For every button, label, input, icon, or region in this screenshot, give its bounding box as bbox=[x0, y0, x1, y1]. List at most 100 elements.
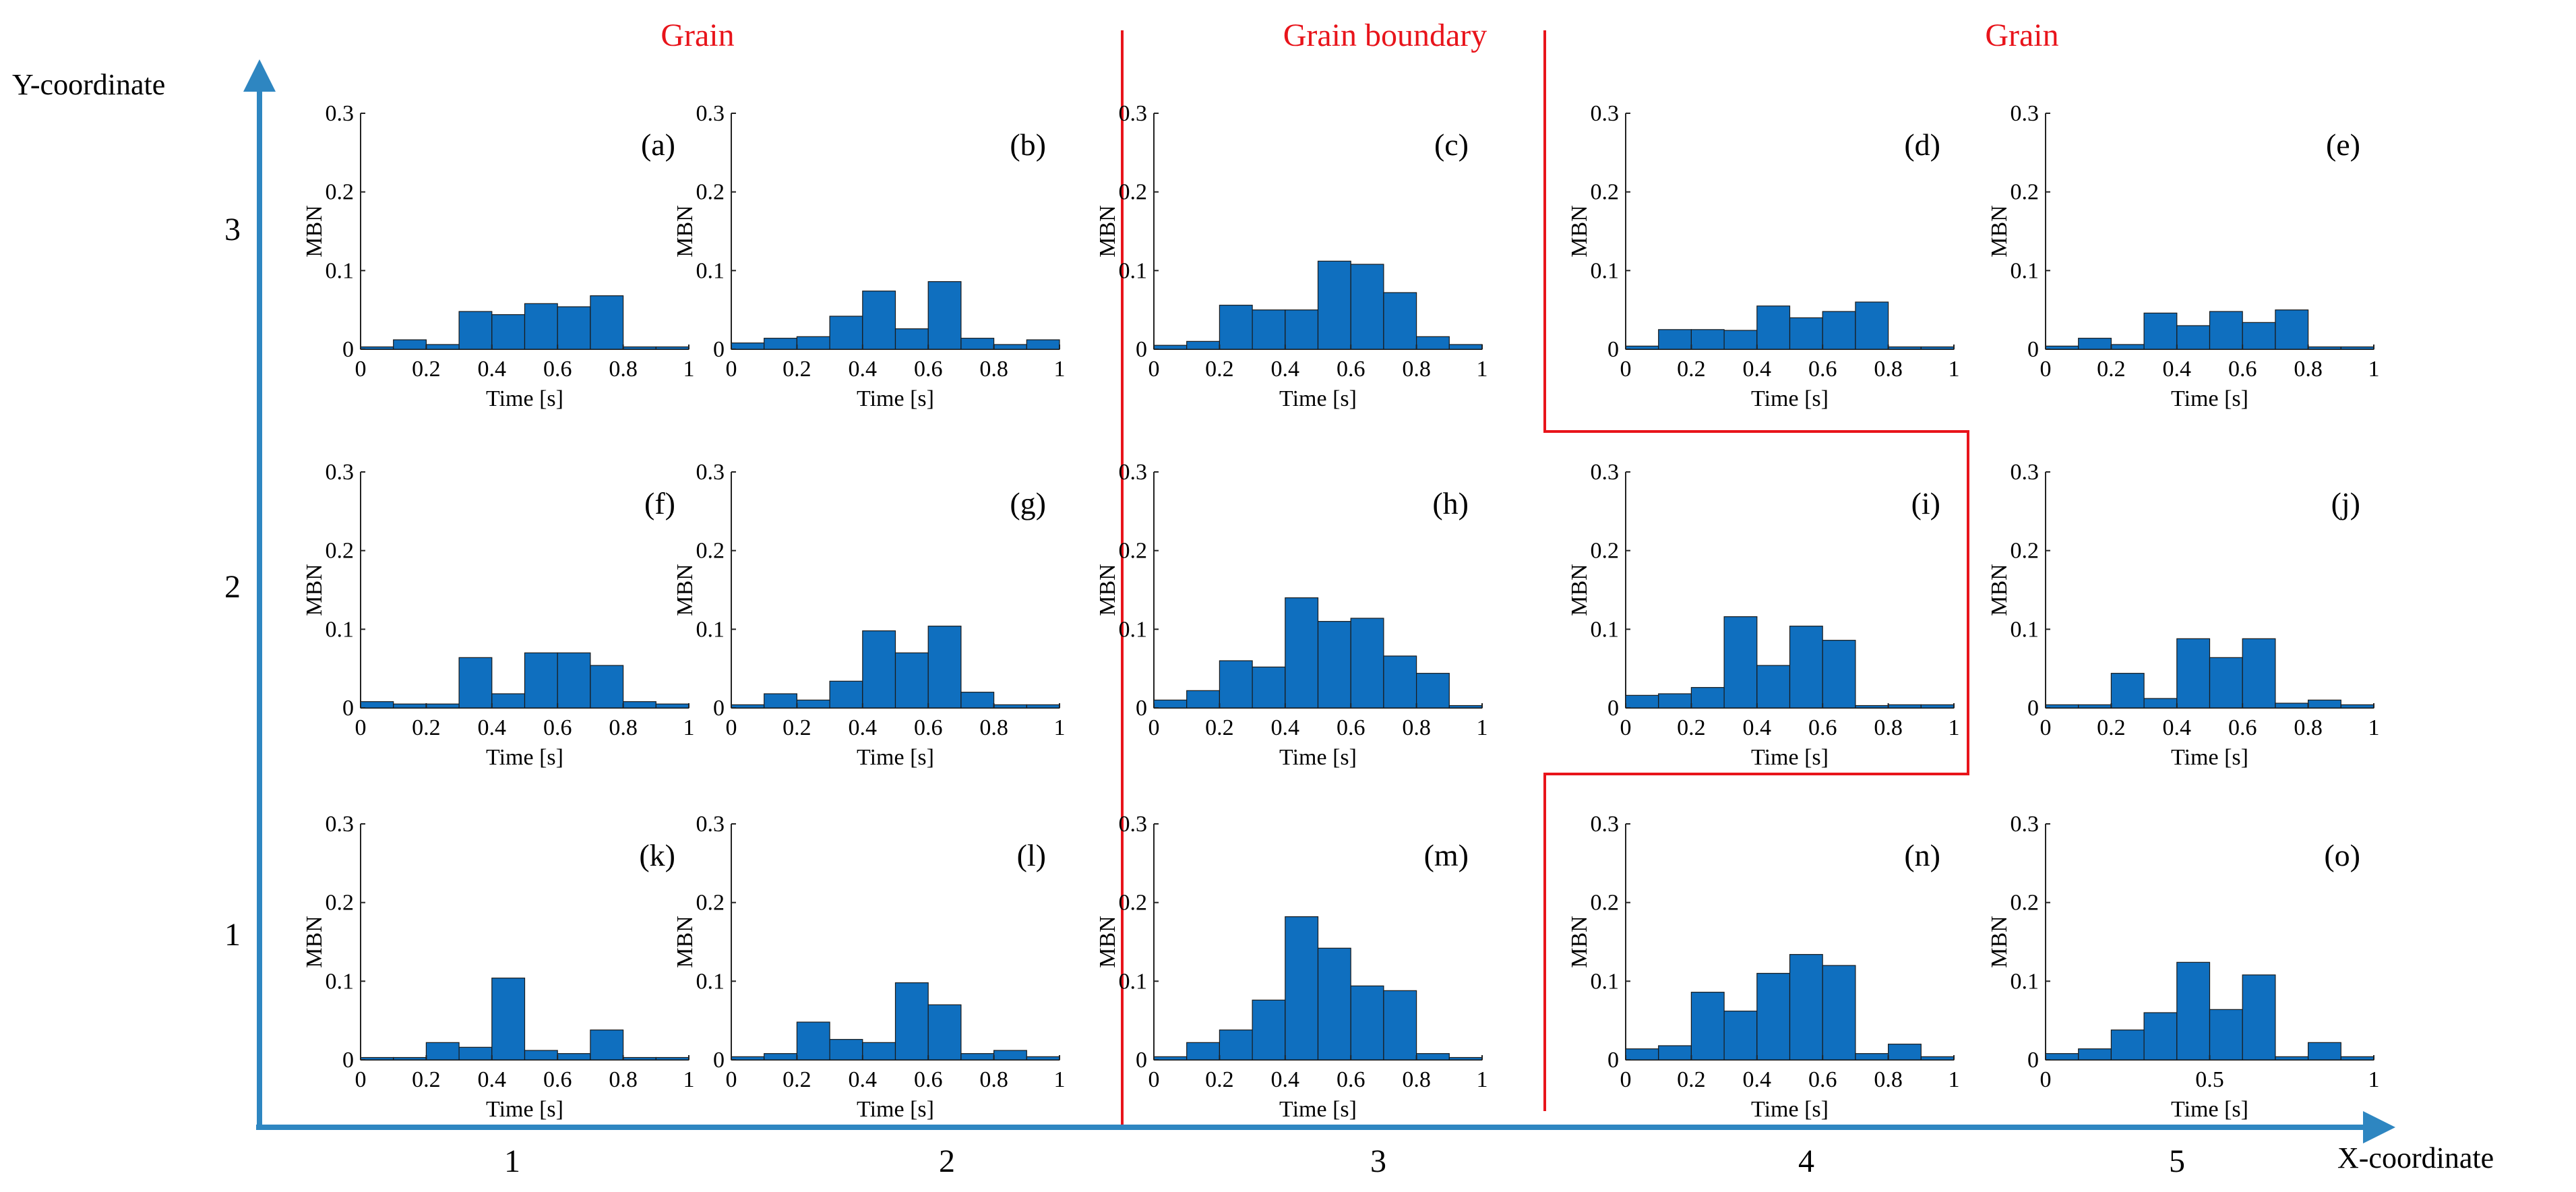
x-tick-label: 0.4 bbox=[2163, 715, 2192, 740]
x-tick-label: 0.6 bbox=[914, 1067, 943, 1092]
grain-boundary-outline bbox=[1543, 30, 1969, 1111]
histogram-bar bbox=[1317, 260, 1351, 350]
histogram-bar bbox=[1026, 339, 1060, 350]
x-tick-label: 0.8 bbox=[979, 1067, 1008, 1092]
x-tick-label: 0.4 bbox=[478, 357, 507, 382]
y-tick-label: 0 bbox=[1607, 1048, 1619, 1073]
y-tick-label: 0.2 bbox=[1119, 539, 1148, 564]
y-tick-label: 0 bbox=[1136, 1048, 1147, 1073]
y-tick-label: 0.1 bbox=[696, 258, 725, 283]
y-tick-label: 0 bbox=[1136, 696, 1147, 721]
histogram-bar bbox=[796, 336, 830, 350]
histogram-bar bbox=[1625, 1048, 1659, 1061]
y-tick-label: 0.2 bbox=[326, 891, 355, 916]
panel-label: (h) bbox=[1432, 486, 1469, 520]
x-tick-label: 1 bbox=[2368, 1067, 2380, 1092]
header-grain-left: Grain bbox=[661, 18, 734, 53]
histogram-bar bbox=[993, 1050, 1027, 1061]
x-tick-label: 0.4 bbox=[1743, 357, 1772, 382]
histogram-bar bbox=[1920, 1056, 1955, 1061]
histogram-bar bbox=[1888, 1044, 1922, 1061]
row-label-2: 2 bbox=[224, 569, 241, 605]
panel-j: 0 0.1 0.2 0.3 0 0.2 0.4 0.6 0.8 1 Time [s] MBN (j) bbox=[1987, 460, 2380, 770]
histogram-bar bbox=[491, 314, 526, 350]
y-tick-label: 0.3 bbox=[696, 460, 725, 485]
histogram-bar bbox=[590, 295, 624, 350]
histogram-bar bbox=[2308, 699, 2341, 709]
histogram-bar bbox=[796, 699, 830, 709]
panel-label: (g) bbox=[1010, 486, 1046, 520]
histogram-bar bbox=[731, 342, 765, 350]
histogram-bar bbox=[1416, 673, 1450, 709]
col-label-4: 4 bbox=[1798, 1143, 1814, 1179]
histogram-bar bbox=[2340, 704, 2374, 709]
x-tick-label: 0.2 bbox=[783, 715, 811, 740]
x-tick-label: 0.6 bbox=[2228, 357, 2257, 382]
histogram-bar bbox=[1252, 999, 1286, 1061]
histogram-bar bbox=[2045, 345, 2079, 350]
x-tick-label: 1 bbox=[1477, 715, 1488, 740]
histogram-bar bbox=[1723, 1011, 1758, 1061]
histogram-bar bbox=[829, 1039, 863, 1061]
x-tick-label: 0 bbox=[2040, 715, 2052, 740]
y-axis-label: MBN bbox=[302, 916, 327, 967]
y-axis-label: MBN bbox=[1095, 564, 1120, 616]
histogram-bar bbox=[1789, 626, 1823, 709]
y-tick-label: 0.2 bbox=[696, 539, 725, 564]
histogram-bar bbox=[1416, 336, 1450, 350]
y-tick-label: 0.2 bbox=[1591, 180, 1620, 205]
y-axis-label: MBN bbox=[1987, 916, 2012, 967]
x-tick-label: 0.2 bbox=[1677, 1067, 1706, 1092]
histogram-bar bbox=[2078, 338, 2112, 350]
x-tick-label: 0.2 bbox=[783, 357, 811, 382]
col-label-5: 5 bbox=[2169, 1143, 2185, 1179]
y-axis-label: MBN bbox=[1567, 916, 1592, 967]
y-tick-label: 0.2 bbox=[1591, 539, 1620, 564]
x-tick-label: 0 bbox=[726, 1067, 737, 1092]
panel-label: (a) bbox=[641, 127, 675, 162]
panel-c: 0 0.1 0.2 0.3 0 0.2 0.4 0.6 0.8 1 Time [s] MBN (c) bbox=[1095, 101, 1488, 411]
x-axis-label: Time [s] bbox=[1279, 745, 1357, 770]
histogram-bar bbox=[1756, 305, 1791, 350]
histogram-bar bbox=[1888, 346, 1922, 350]
y-tick-label: 0.1 bbox=[326, 258, 355, 283]
x-tick-label: 0.6 bbox=[2228, 715, 2257, 740]
panel-label: (m) bbox=[1424, 838, 1469, 872]
x-tick-label: 0.2 bbox=[1205, 1067, 1234, 1092]
x-tick-label: 0 bbox=[1620, 715, 1632, 740]
x-tick-label: 0.6 bbox=[1808, 357, 1837, 382]
histogram-bar bbox=[524, 1050, 558, 1061]
y-axis-label: MBN bbox=[673, 916, 698, 967]
x-tick-label: 0.8 bbox=[609, 715, 638, 740]
y-tick-label: 0.1 bbox=[2011, 258, 2040, 283]
histogram-bar bbox=[829, 680, 863, 709]
y-tick-label: 0 bbox=[1607, 337, 1619, 362]
y-tick-label: 0.2 bbox=[696, 891, 725, 916]
histogram-bar bbox=[360, 1056, 394, 1061]
y-axis-label: MBN bbox=[1567, 564, 1592, 616]
histogram-bar bbox=[2242, 638, 2276, 709]
y-tick-label: 0.1 bbox=[326, 969, 355, 994]
x-tick-label: 0.4 bbox=[1271, 357, 1300, 382]
y-tick-label: 0.1 bbox=[696, 969, 725, 994]
panel-label: (o) bbox=[2324, 838, 2360, 872]
x-tick-label: 0.4 bbox=[1743, 715, 1772, 740]
histogram-bar bbox=[731, 1056, 765, 1061]
histogram-bar bbox=[360, 346, 394, 350]
col-label-3: 3 bbox=[1370, 1143, 1386, 1179]
x-axis-label: Time [s] bbox=[1279, 386, 1357, 411]
x-axis-label: Time [s] bbox=[2171, 745, 2248, 770]
histogram-bar bbox=[1317, 621, 1351, 709]
histogram-bar bbox=[796, 1021, 830, 1061]
histogram-bar bbox=[960, 692, 995, 709]
y-tick-label: 0.1 bbox=[1119, 617, 1148, 642]
y-tick-label: 0.2 bbox=[696, 180, 725, 205]
histogram-bar bbox=[491, 693, 526, 709]
x-tick-label: 0.4 bbox=[849, 1067, 878, 1092]
histogram-bar bbox=[731, 704, 765, 709]
histogram-bar bbox=[1723, 616, 1758, 709]
histogram-bar bbox=[1658, 693, 1692, 709]
panel-l: 0 0.1 0.2 0.3 0 0.2 0.4 0.6 0.8 1 Time [s] MBN (l) bbox=[673, 812, 1066, 1122]
y-tick-label: 0.2 bbox=[2011, 180, 2040, 205]
x-tick-label: 0.2 bbox=[412, 357, 441, 382]
